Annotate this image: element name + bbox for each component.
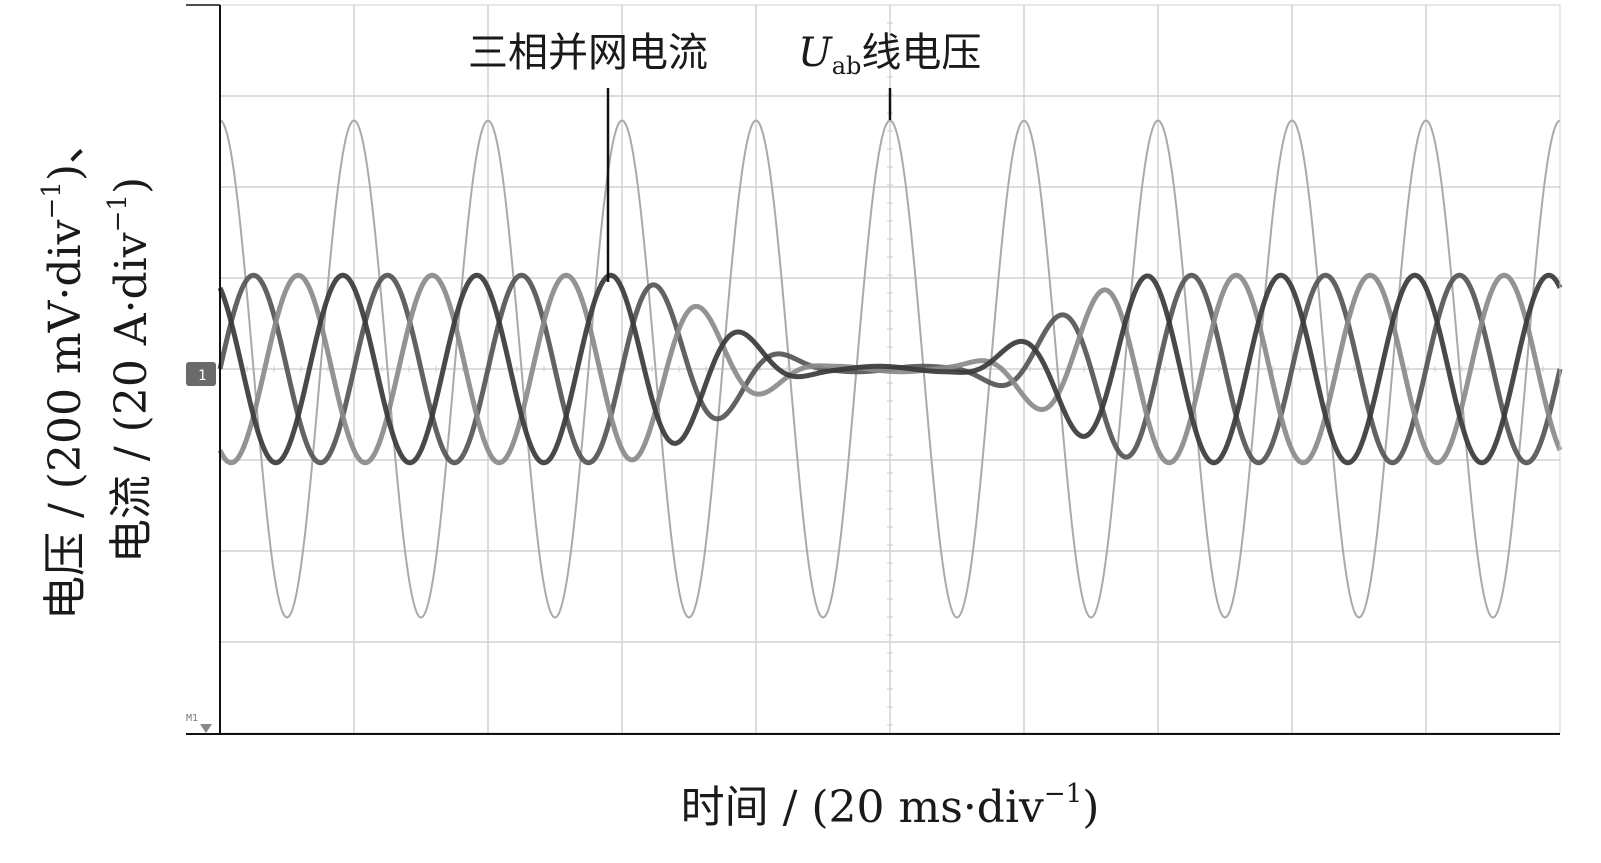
math-1-marker-label: M1: [186, 713, 198, 724]
channel-1-marker-label: 1: [198, 368, 206, 384]
annotation-voltage-main: U: [798, 30, 833, 76]
x-axis-label: 时间 / (20 ms·div−1): [681, 779, 1100, 833]
series-line-uab-voltage: [219, 119, 1561, 619]
math-1-marker: M1: [186, 713, 212, 733]
traces: [217, 119, 1563, 619]
channel-1-marker: 1: [186, 362, 216, 386]
annotation-voltage-label: Uab线电压: [798, 30, 981, 80]
annotation-current-label: 三相并网电流: [468, 30, 708, 76]
series-line-current-phase-c: [217, 272, 1563, 466]
series-line-current-phase-b: [217, 272, 1563, 466]
y-axis-label: 电压 / (200 mV·div−1)、 电流 / (20 A·div−1): [37, 120, 157, 620]
y-axis-label-current: 电流 / (20 A·div−1): [103, 177, 157, 563]
annotation-voltage-sub: ab: [832, 52, 862, 80]
annotation-voltage-tail: 线电压: [861, 30, 981, 76]
y-axis-label-voltage: 电压 / (200 mV·div−1)、: [37, 120, 91, 620]
